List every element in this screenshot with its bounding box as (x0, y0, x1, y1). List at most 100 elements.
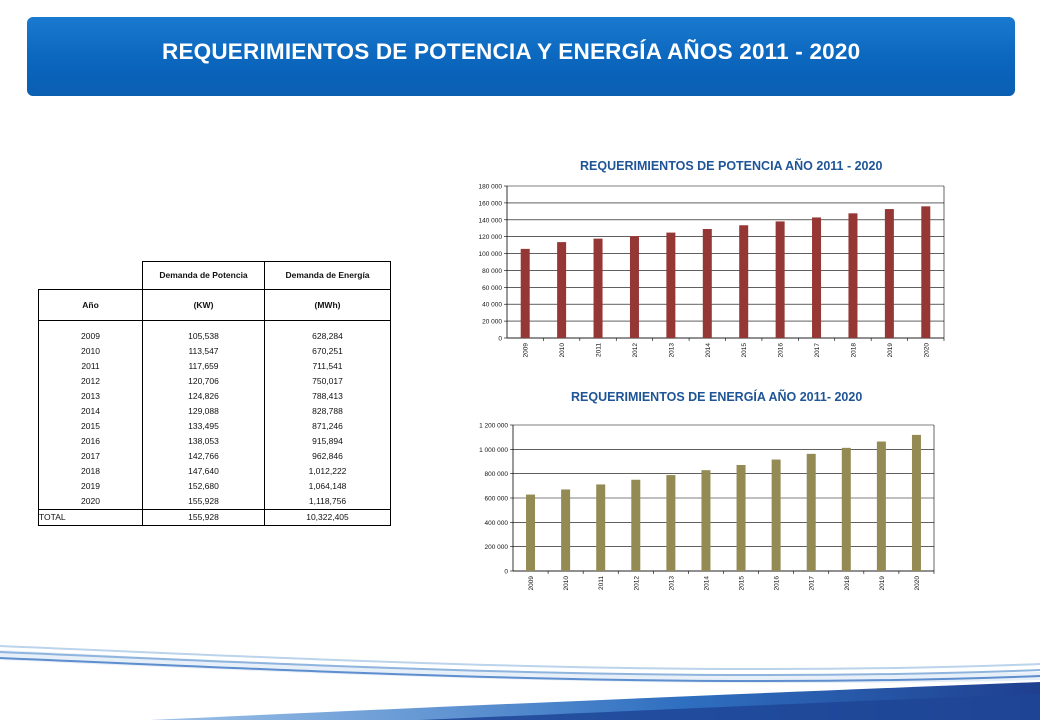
table-unit-header: (MWh) (264, 289, 391, 321)
table-cell-energy: 750,017 (264, 374, 391, 389)
table-spacer-row (38, 320, 391, 329)
table-cell-power: 142,766 (142, 449, 265, 464)
bar (812, 217, 822, 338)
table-cell-year: 2013 (38, 389, 143, 404)
x-tick-label: 2016 (778, 343, 785, 358)
table-unit-header: Año (38, 289, 143, 321)
table-cell-energy: 628,284 (264, 329, 391, 344)
table-row: 2011 117,659 711,541 (38, 359, 391, 374)
table-cell-year: 2014 (38, 404, 143, 419)
table-row: 2015 133,495 871,246 (38, 419, 391, 434)
table-cell-year: 2012 (38, 374, 143, 389)
page-title: REQUERIMIENTOS DE POTENCIA Y ENERGÍA AÑO… (162, 39, 861, 64)
table-group-header (38, 261, 143, 290)
table-cell-energy: 915,894 (264, 434, 391, 449)
table-cell-energy: 788,413 (264, 389, 391, 404)
table-cell-year: 2015 (38, 419, 143, 434)
y-tick-label: 160 000 (479, 200, 503, 207)
table-row: 2014 129,088 828,788 (38, 404, 391, 419)
table-cell-power: 129,088 (142, 404, 265, 419)
y-tick-label: 60 000 (482, 285, 502, 292)
y-tick-label: 20 000 (482, 319, 502, 326)
table-cell-energy: 828,788 (264, 404, 391, 419)
table-cell-power: 138,053 (142, 434, 265, 449)
table-cell-year: 2020 (38, 494, 143, 510)
table-cell-year: 2010 (38, 344, 143, 359)
table-cell-power: 113,547 (142, 344, 265, 359)
table-row: 2018 147,640 1,012,222 (38, 464, 391, 479)
table-cell-energy: 670,251 (264, 344, 391, 359)
table-cell-year: 2009 (38, 329, 143, 344)
table-row: 2010 113,547 670,251 (38, 344, 391, 359)
bar (593, 238, 603, 338)
table-total-value: 155,928 (142, 509, 265, 526)
y-tick-label: 180 000 (479, 184, 503, 191)
bar (775, 221, 785, 338)
table-group-header-row: Demanda de Potencia Demanda de Energía (38, 261, 391, 290)
table-cell-energy: 871,246 (264, 419, 391, 434)
bar (666, 232, 676, 338)
table-cell-energy: 1,064,148 (264, 479, 391, 494)
table-row: 2016 138,053 915,894 (38, 434, 391, 449)
x-tick-label: 2020 (923, 343, 930, 358)
table-total-value: 10,322,405 (264, 509, 391, 526)
table-cell-year: 2017 (38, 449, 143, 464)
table-cell-energy: 1,012,222 (264, 464, 391, 479)
bar (702, 228, 712, 338)
x-tick-label: 2017 (814, 343, 821, 358)
table-group-header: Demanda de Potencia (142, 261, 265, 290)
table-cell-power: 120,706 (142, 374, 265, 389)
bar (921, 206, 931, 338)
table-cell-energy: 962,846 (264, 449, 391, 464)
power-chart-title: REQUERIMIENTOS DE POTENCIA AÑO 2011 - 20… (580, 159, 883, 173)
table-row: 2012 120,706 750,017 (38, 374, 391, 389)
table-cell-power: 133,495 (142, 419, 265, 434)
y-tick-label: 140 000 (479, 217, 503, 224)
x-tick-label: 2009 (523, 343, 530, 358)
footer-swoosh (0, 645, 1040, 720)
table-cell-year: 2018 (38, 464, 143, 479)
x-tick-label: 2019 (887, 343, 894, 358)
y-tick-label: 0 (498, 336, 502, 343)
x-tick-label: 2015 (741, 343, 748, 358)
table-total-row: TOTAL 155,928 10,322,405 (38, 509, 391, 526)
x-tick-label: 2010 (559, 343, 566, 358)
table-cell-power: 124,826 (142, 389, 265, 404)
table-unit-header-row: Año (KW) (MWh) (38, 289, 391, 321)
table-total-label: TOTAL (38, 509, 143, 526)
table-cell-power: 152,680 (142, 479, 265, 494)
y-tick-label: 40 000 (482, 302, 502, 309)
bar (629, 236, 639, 338)
bar (739, 225, 749, 338)
table-cell-power: 117,659 (142, 359, 265, 374)
demand-table: Demanda de Potencia Demanda de Energía A… (38, 261, 391, 526)
table-row: 2019 152,680 1,064,148 (38, 479, 391, 494)
energy-chart-title: REQUERIMIENTOS DE ENERGÍA AÑO 2011- 2020 (571, 390, 863, 404)
bar (520, 248, 530, 338)
table-group-header: Demanda de Energía (264, 261, 391, 290)
y-tick-label: 80 000 (482, 268, 502, 275)
header-banner: REQUERIMIENTOS DE POTENCIA Y ENERGÍA AÑO… (27, 17, 1015, 96)
bar (557, 242, 567, 338)
x-tick-label: 2011 (596, 343, 603, 357)
y-tick-label: 120 000 (479, 234, 503, 241)
table-row: 2013 124,826 788,413 (38, 389, 391, 404)
y-tick-label: 100 000 (479, 251, 503, 258)
bar (848, 213, 858, 338)
table-cell-energy: 1,118,756 (264, 494, 391, 510)
x-tick-label: 2013 (668, 343, 675, 358)
table-cell-power: 105,538 (142, 329, 265, 344)
bar (884, 209, 894, 338)
x-tick-label: 2014 (705, 343, 712, 358)
table-cell-year: 2011 (38, 359, 143, 374)
x-tick-label: 2012 (632, 343, 639, 358)
x-tick-label: 2018 (850, 343, 857, 358)
table-cell-year: 2019 (38, 479, 143, 494)
table-cell-energy: 711,541 (264, 359, 391, 374)
table-cell-year: 2016 (38, 434, 143, 449)
table-unit-header: (KW) (142, 289, 265, 321)
table-row: 2017 142,766 962,846 (38, 449, 391, 464)
table-row: 2020 155,928 1,118,756 (38, 494, 391, 510)
table-cell-power: 155,928 (142, 494, 265, 510)
